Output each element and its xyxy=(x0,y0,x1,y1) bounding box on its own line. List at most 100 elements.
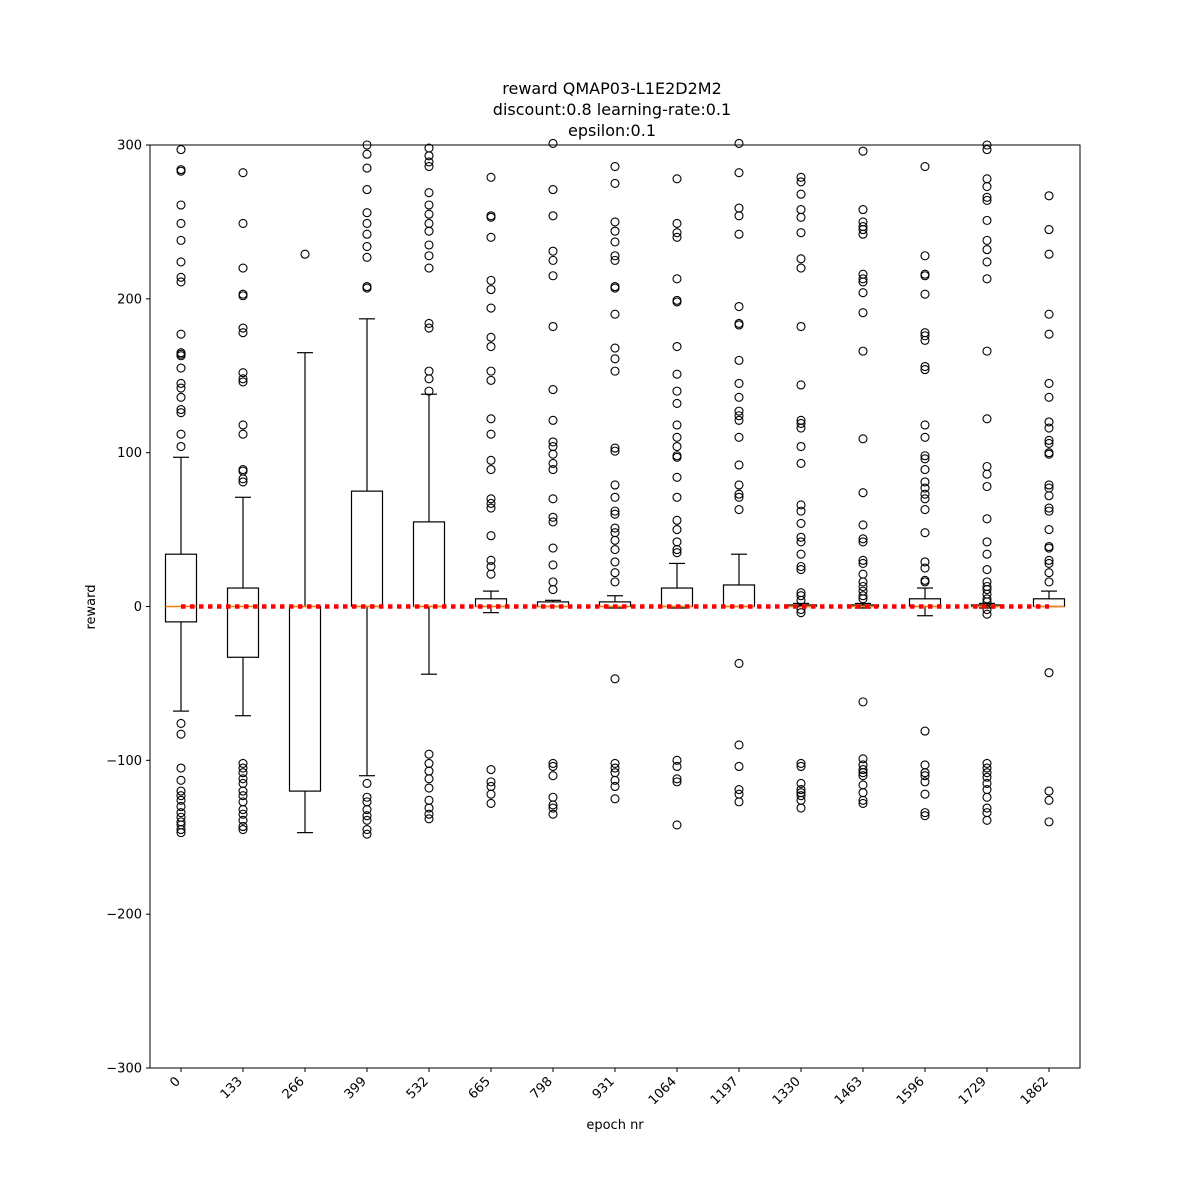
flier-point xyxy=(486,531,496,541)
flier-point xyxy=(486,503,496,513)
flier-point xyxy=(362,797,372,807)
flier-point xyxy=(982,469,992,479)
flier-point xyxy=(362,229,372,239)
flier-point xyxy=(548,758,558,768)
flier-point xyxy=(734,761,744,772)
flier-point xyxy=(672,341,682,352)
flier-point xyxy=(548,803,558,813)
flier-point xyxy=(796,532,806,542)
flier-point xyxy=(796,758,806,768)
box-group-1330 xyxy=(784,172,818,813)
flier-point xyxy=(362,792,372,802)
flier-point xyxy=(610,763,620,773)
flier-point xyxy=(548,543,558,553)
title-line-2: discount:0.8 learning-rate:0.1 xyxy=(493,100,731,119)
flier-point xyxy=(1044,378,1054,388)
flier-point xyxy=(672,545,682,555)
box xyxy=(660,587,694,608)
flier-point xyxy=(734,432,744,442)
y-tick-label: −100 xyxy=(106,754,142,769)
flier-point xyxy=(610,237,620,247)
flier-point xyxy=(982,589,992,599)
y-axis: −300 −200 −100 0 100 200 300 xyxy=(106,139,150,1077)
flier-point xyxy=(1044,225,1054,235)
flier-point xyxy=(796,205,806,215)
flier-point xyxy=(982,792,992,802)
flier-point xyxy=(486,212,496,222)
flier-point xyxy=(176,775,186,785)
flier-point xyxy=(610,794,620,804)
flier-point xyxy=(610,255,620,265)
box-group-1729 xyxy=(970,140,1004,825)
box xyxy=(350,490,384,608)
box-group-798 xyxy=(536,138,570,819)
flier-point xyxy=(486,555,496,565)
flier-point xyxy=(424,226,434,236)
flier-point xyxy=(362,825,372,835)
flier-point xyxy=(176,277,186,287)
flier-point xyxy=(548,560,558,570)
flier-point xyxy=(982,585,992,595)
flier-point xyxy=(548,441,558,452)
flier-point xyxy=(920,505,930,515)
flier-point xyxy=(858,217,868,227)
flier-point xyxy=(920,789,930,799)
flier-point xyxy=(858,591,868,601)
flier-point xyxy=(672,777,682,787)
flier-point xyxy=(734,480,744,490)
flier-point xyxy=(486,798,496,808)
flier-point xyxy=(796,177,806,187)
flier-point xyxy=(858,229,868,239)
flier-point xyxy=(548,512,558,522)
flier-point xyxy=(796,441,806,452)
flier-point xyxy=(858,277,868,287)
flier-point xyxy=(176,378,186,388)
flier-point xyxy=(920,161,930,172)
flier-point xyxy=(858,269,868,279)
box-group-266 xyxy=(288,249,322,834)
flier-point xyxy=(734,505,744,515)
flier-point xyxy=(672,420,682,430)
flier-point xyxy=(486,332,496,342)
flier-point xyxy=(982,803,992,813)
flier-point xyxy=(982,414,992,424)
flier-point xyxy=(920,271,930,281)
flier-point xyxy=(176,786,186,796)
flier-point xyxy=(610,161,620,172)
flier-point xyxy=(1044,568,1054,578)
flier-point xyxy=(796,418,806,428)
flier-point xyxy=(982,577,992,587)
flier-point xyxy=(486,275,496,285)
flier-point xyxy=(858,225,868,235)
flier-point xyxy=(858,586,868,596)
flier-point xyxy=(486,232,496,242)
flier-point xyxy=(424,151,434,161)
flier-point xyxy=(362,218,372,229)
flier-point xyxy=(920,451,930,461)
flier-point xyxy=(548,792,558,802)
y-tick-label: 300 xyxy=(117,139,142,154)
flier-point xyxy=(238,474,248,484)
flier-point xyxy=(486,455,496,465)
flier-point xyxy=(858,771,868,781)
flier-point xyxy=(362,811,372,821)
flier-point xyxy=(858,555,868,565)
flier-point xyxy=(238,168,248,178)
flier-point xyxy=(548,465,558,475)
flier-point xyxy=(1044,423,1054,433)
flier-point xyxy=(734,378,744,388)
flier-point xyxy=(1044,191,1054,201)
flier-point xyxy=(176,795,186,805)
flier-point xyxy=(548,271,558,281)
x-tick-label: 1330 xyxy=(770,1074,804,1108)
flier-point xyxy=(734,168,744,178)
flier-point xyxy=(858,537,868,547)
flier-point xyxy=(672,432,682,442)
flier-point xyxy=(176,257,186,267)
flier-point xyxy=(796,518,806,528)
flier-point xyxy=(424,218,434,229)
flier-point xyxy=(734,489,744,499)
flier-point xyxy=(796,254,806,264)
flier-point xyxy=(238,323,248,333)
box xyxy=(412,521,446,608)
